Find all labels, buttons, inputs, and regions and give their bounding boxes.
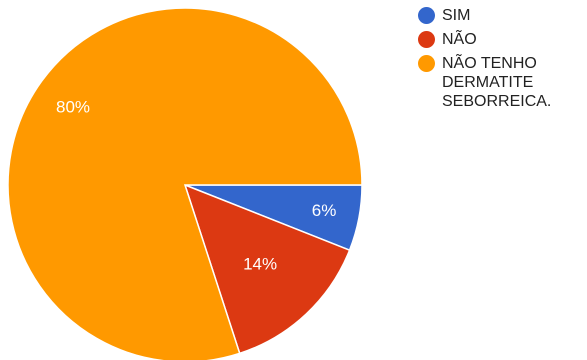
- pie-slice-label-2: 14%: [243, 254, 277, 273]
- legend: SIM NÃO NÃO TENHO DERMATITE SEBORREICA.: [418, 6, 586, 116]
- pie-slice-label-1: 6%: [312, 201, 337, 220]
- legend-label: NÃO TENHO DERMATITE SEBORREICA.: [442, 55, 552, 110]
- legend-swatch: [418, 31, 435, 48]
- pie-slice-labels: 6% 14% 80%: [56, 97, 336, 273]
- legend-label: SIM: [442, 7, 471, 24]
- pie-slice-3[interactable]: [7, 7, 363, 360]
- legend-label: NÃO: [442, 31, 477, 48]
- legend-item-sim[interactable]: SIM: [418, 6, 586, 25]
- pie-slice-label-3: 80%: [56, 97, 90, 116]
- legend-item-nao[interactable]: NÃO: [418, 30, 586, 49]
- pie-slices: [7, 7, 363, 360]
- legend-swatch: [418, 7, 435, 24]
- legend-item-nao-tenho[interactable]: NÃO TENHO DERMATITE SEBORREICA.: [418, 54, 586, 111]
- legend-swatch: [418, 55, 435, 72]
